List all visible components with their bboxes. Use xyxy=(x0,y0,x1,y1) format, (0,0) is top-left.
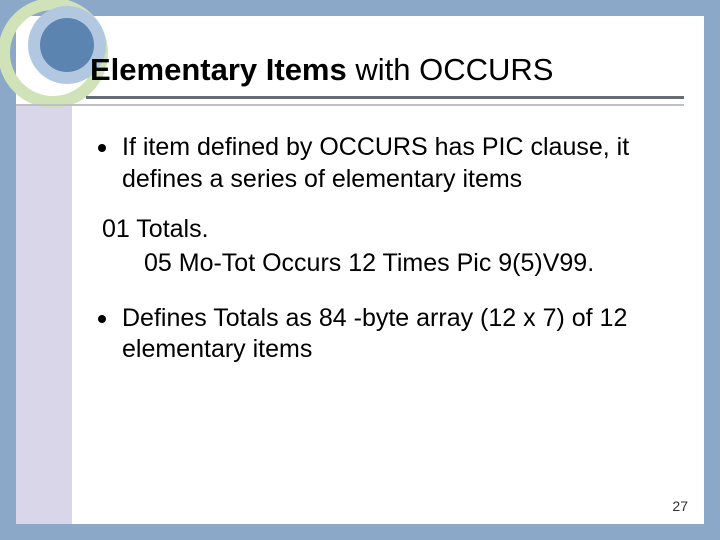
title-bold-part: Elementary Items xyxy=(90,52,347,87)
left-accent-band xyxy=(16,105,72,524)
title-rule-dark xyxy=(86,96,684,99)
title-rest: with OCCURS xyxy=(347,52,554,87)
content-area: If item defined by OCCURS has PIC clause… xyxy=(98,132,676,500)
code-block: 01 Totals. 05 Mo-Tot Occurs 12 Times Pic… xyxy=(102,213,676,281)
bullet-1-text: If item defined by OCCURS has PIC clause… xyxy=(122,132,676,195)
slide-title: Elementary Items with OCCURS xyxy=(90,52,684,88)
page-number: 27 xyxy=(672,498,688,514)
bullet-1: If item defined by OCCURS has PIC clause… xyxy=(98,132,676,195)
code-line-2: 05 Mo-Tot Occurs 12 Times Pic 9(5)V99. xyxy=(102,247,676,281)
code-line-1: 01 Totals. xyxy=(102,213,676,247)
slide: Elementary Items with OCCURS If item def… xyxy=(16,16,704,524)
title-rule-light xyxy=(16,104,684,106)
bullet-dot-icon xyxy=(98,144,106,152)
bullet-2: Defines Totals as 84 -byte array (12 x 7… xyxy=(98,303,676,366)
ring-inner-icon xyxy=(40,18,94,72)
bullet-dot-icon xyxy=(98,315,106,323)
bullet-2-text: Defines Totals as 84 -byte array (12 x 7… xyxy=(122,303,676,366)
